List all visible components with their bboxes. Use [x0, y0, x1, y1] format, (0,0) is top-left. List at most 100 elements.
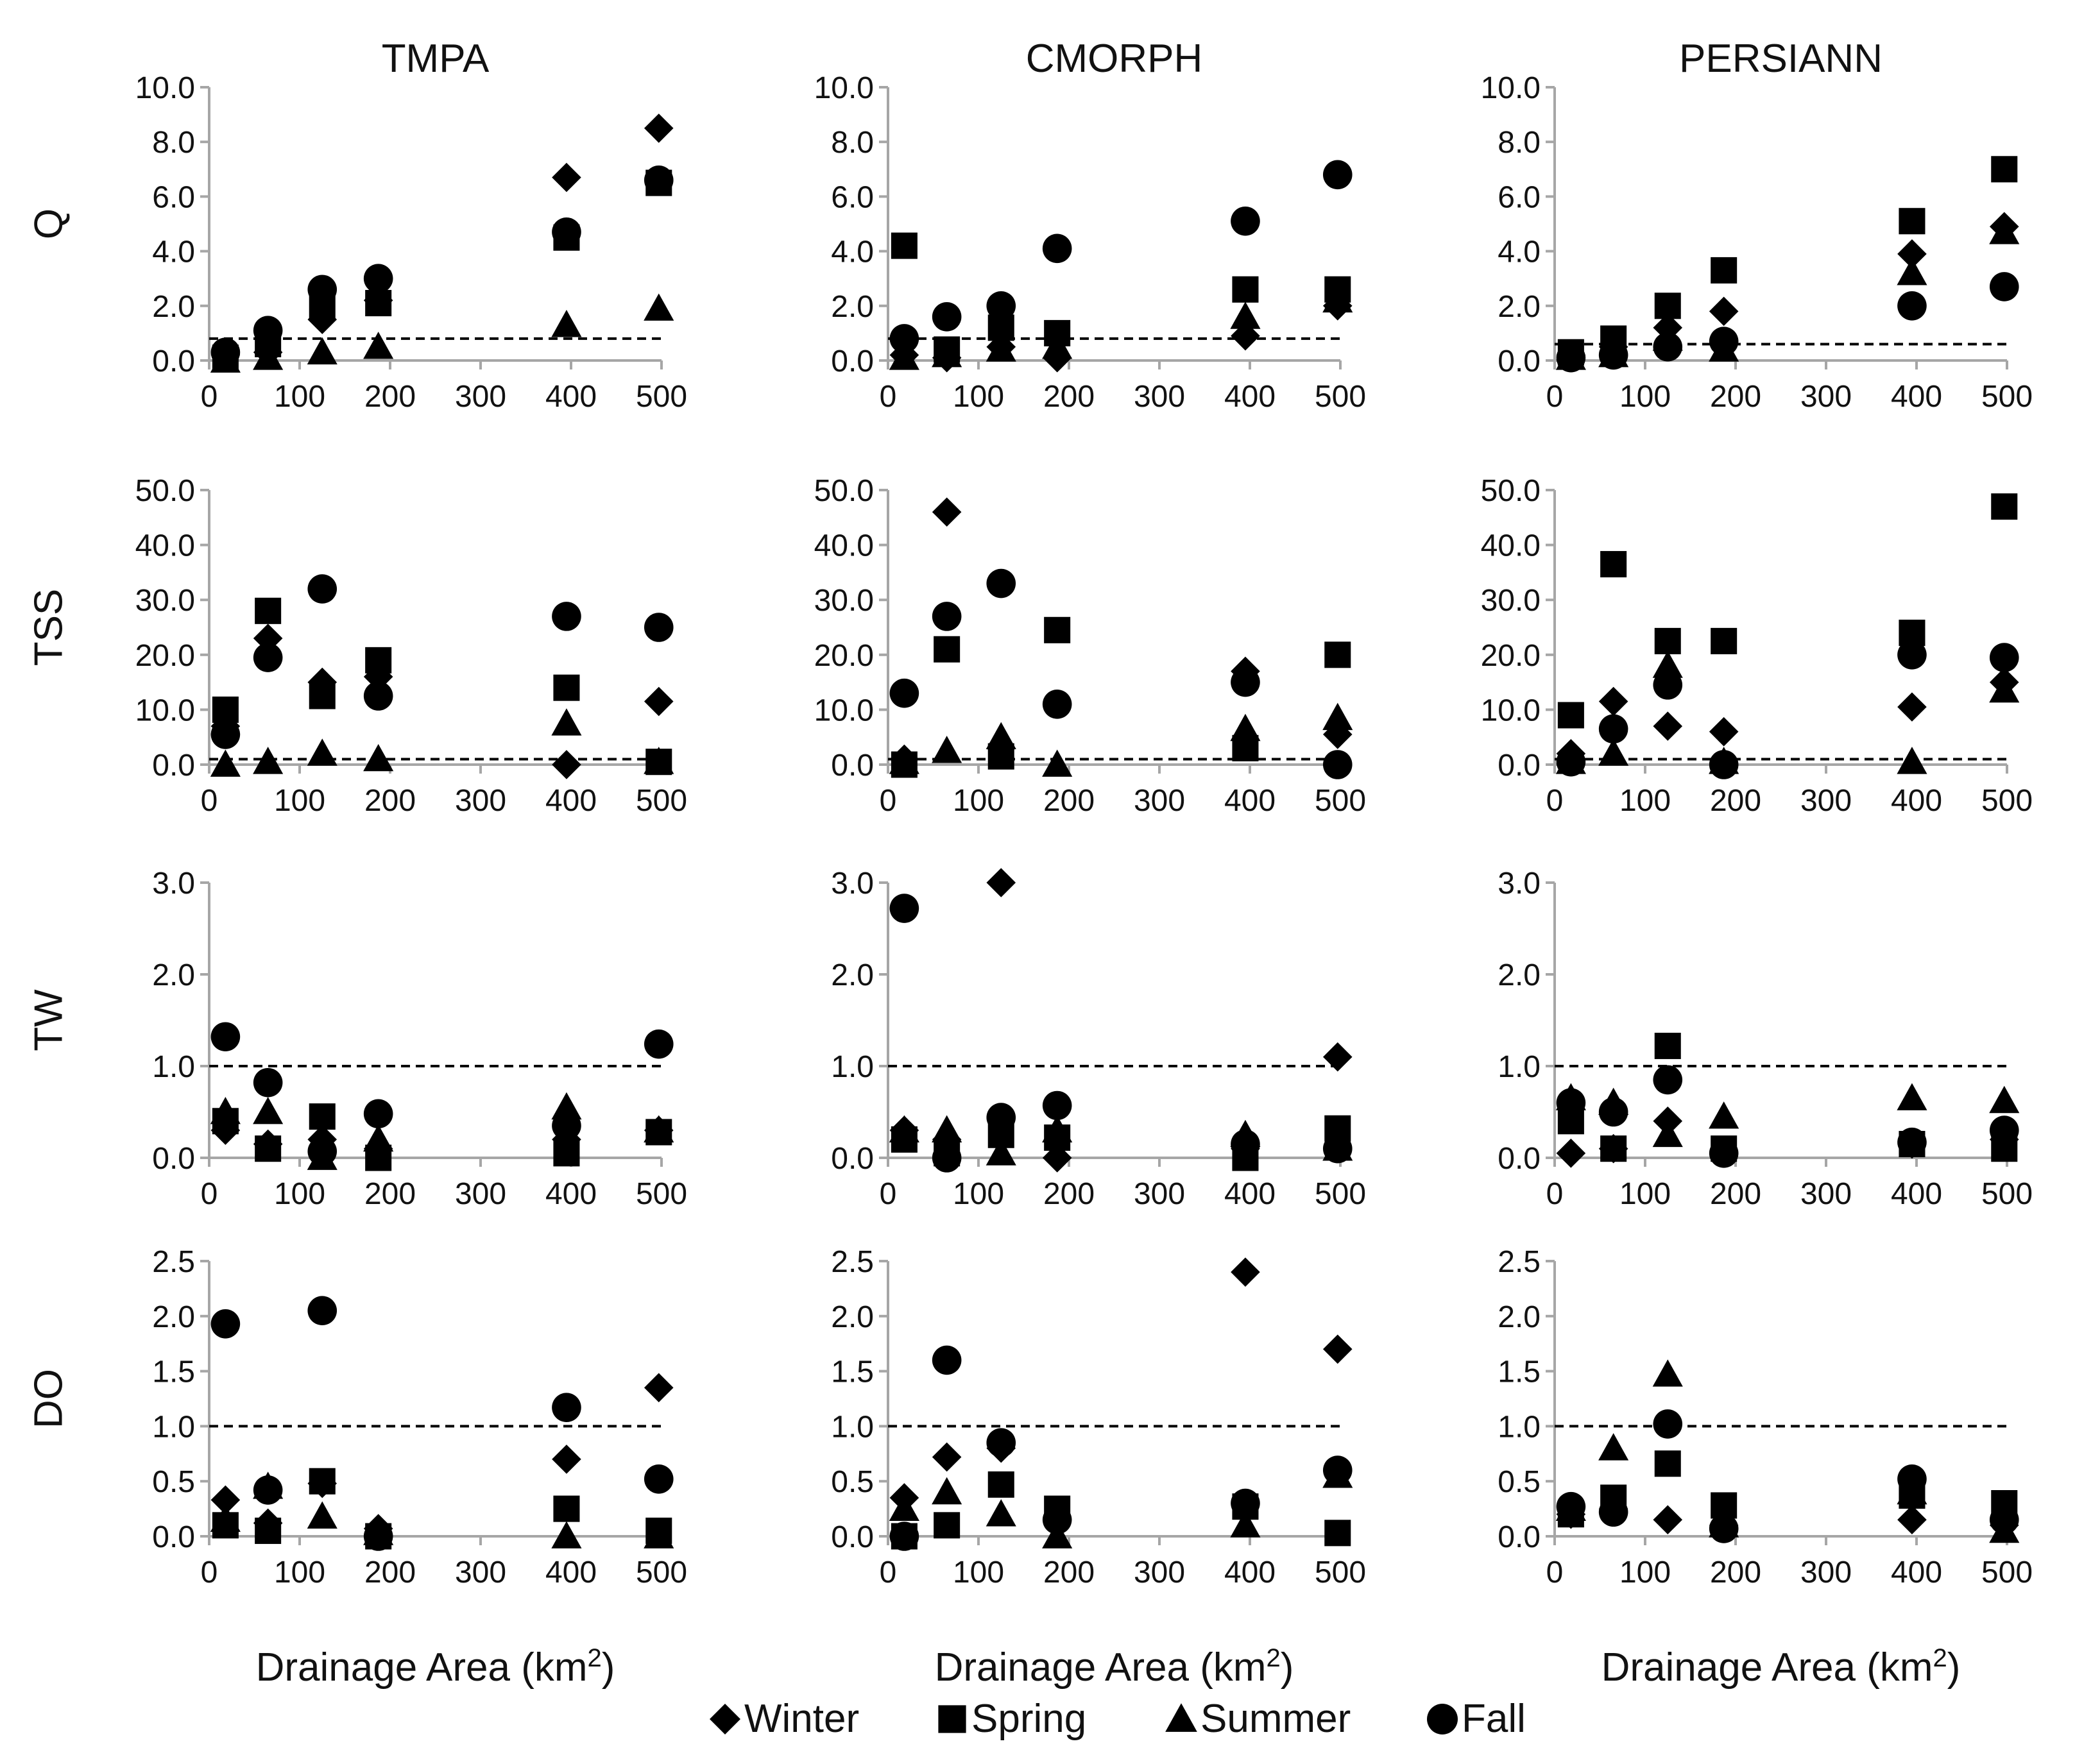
- data-point-summer: [363, 743, 394, 772]
- y-tick-label: 0.0: [1498, 1520, 1541, 1554]
- x-tick-label: 500: [1315, 1556, 1366, 1590]
- x-tick-label: 0: [201, 1177, 218, 1211]
- data-point-fall: [1322, 1455, 1353, 1485]
- legend-item-fall: Fall: [1427, 1697, 1526, 1741]
- data-point-winter: [1598, 686, 1628, 717]
- data-point-spring: [365, 290, 392, 317]
- x-tick-label: 0: [880, 380, 897, 414]
- y-tick-label: 1.0: [1498, 1050, 1541, 1084]
- panel-do-persiann: 0.0 0.5 1.0 1.5 2.0 2.5 0 100 200 300 400 500: [1498, 1245, 2033, 1590]
- y-tick-label: 50.0: [1481, 474, 1541, 508]
- y-tick-label: 2.5: [1498, 1245, 1541, 1279]
- data-point-summer: [363, 1124, 394, 1152]
- x-tick-label: 100: [274, 380, 325, 414]
- data-point-fall: [1897, 1127, 1927, 1157]
- data-point-summer: [986, 1499, 1016, 1527]
- data-point-fall: [1598, 340, 1628, 370]
- x-tick-label: 0: [1546, 380, 1564, 414]
- data-point-spring: [934, 1512, 961, 1539]
- data-point-spring: [1991, 156, 2018, 183]
- y-tick-label: 20.0: [814, 639, 874, 673]
- column-title: CMORPH: [1026, 37, 1203, 81]
- data-point-summer: [1897, 1083, 1927, 1110]
- x-tick-label: 0: [1546, 1177, 1564, 1211]
- y-tick-label: 6.0: [152, 180, 195, 214]
- data-point-fall: [986, 291, 1016, 321]
- data-point-summer: [1652, 650, 1683, 678]
- data-point-spring: [1711, 257, 1738, 284]
- data-point-summer: [307, 738, 337, 766]
- data-point-summer: [551, 1521, 582, 1548]
- data-point-summer: [1989, 1085, 2020, 1114]
- data-point-winter: [644, 686, 674, 717]
- y-tick-label: 3.0: [831, 867, 874, 901]
- data-point-fall: [1556, 1088, 1586, 1117]
- data-point-fall: [644, 1029, 674, 1059]
- panel-do-cmorph: 0.0 0.5 1.0 1.5 2.0 2.5 0 100 200 300 400 500: [831, 1245, 1366, 1590]
- data-point-winter: [552, 1445, 581, 1474]
- row-label: TW: [26, 989, 71, 1051]
- data-point-summer: [363, 332, 394, 359]
- data-point-summer: [1897, 258, 1927, 285]
- data-point-spring: [1557, 702, 1584, 729]
- panel-do-tmpa: 0.0 0.5 1.0 1.5 2.0 2.5 0 100 200 300 400 500 DO: [26, 1245, 687, 1590]
- data-point-spring: [1899, 208, 1926, 235]
- y-tick-label: 10.0: [135, 71, 195, 105]
- data-point-fall: [986, 568, 1016, 598]
- x-tick-label: 300: [1800, 1177, 1852, 1211]
- y-tick-label: 0.0: [831, 1520, 874, 1554]
- data-point-fall: [1231, 667, 1260, 697]
- data-point-winter: [1322, 1334, 1353, 1364]
- x-tick-label: 400: [1224, 1556, 1276, 1590]
- data-point-summer: [1042, 749, 1073, 777]
- data-point-fall: [1556, 1491, 1586, 1522]
- data-point-fall: [1709, 1514, 1739, 1543]
- data-point-fall: [253, 316, 283, 345]
- data-point-summer: [644, 1521, 674, 1548]
- x-tick-label: 300: [455, 1556, 506, 1590]
- data-point-fall: [1322, 160, 1353, 190]
- y-tick-label: 0.0: [831, 749, 874, 783]
- panel-tw-persiann: 0.0 1.0 2.0 3.0 0 100 200 300 400 500: [1498, 867, 2033, 1211]
- data-point-spring: [1324, 641, 1351, 668]
- y-tick-label: 2.0: [831, 1300, 874, 1334]
- y-tick-label: 1.0: [831, 1410, 874, 1444]
- x-tick-label: 500: [1981, 784, 2033, 818]
- data-point-summer: [1230, 713, 1261, 742]
- x-tick-label: 200: [1043, 1556, 1095, 1590]
- data-point-spring: [1991, 493, 2018, 520]
- y-tick-label: 8.0: [152, 126, 195, 160]
- row-label: DO: [26, 1369, 71, 1429]
- x-tick-label: 0: [880, 1177, 897, 1211]
- data-point-summer: [889, 1115, 919, 1142]
- data-point-spring: [1044, 616, 1071, 643]
- y-tick-label: 0.0: [152, 1520, 195, 1554]
- data-point-spring: [987, 1471, 1014, 1498]
- y-tick-label: 2.0: [152, 1300, 195, 1334]
- data-point-fall: [1989, 643, 2019, 672]
- data-point-winter: [1897, 1505, 1927, 1535]
- x-tick-label: 100: [274, 1177, 325, 1211]
- data-point-fall: [1897, 291, 1927, 321]
- data-point-summer: [551, 708, 582, 736]
- data-point-spring: [309, 1468, 336, 1495]
- data-point-summer: [644, 1115, 674, 1142]
- x-tick-label: 0: [201, 1556, 218, 1590]
- data-point-fall: [552, 1393, 581, 1423]
- x-tick-label: 500: [636, 784, 687, 818]
- x-tick-label: 200: [364, 1556, 416, 1590]
- data-point-fall: [1653, 332, 1683, 362]
- x-tick-label: 500: [1981, 1556, 2033, 1590]
- y-tick-label: 2.5: [831, 1245, 874, 1279]
- y-tick-label: 20.0: [1481, 639, 1541, 673]
- y-tick-label: 1.0: [152, 1050, 195, 1084]
- x-axis-title: Drainage Area (km2): [256, 1644, 615, 1690]
- y-tick-label: 40.0: [135, 529, 195, 563]
- data-point-fall: [363, 1522, 393, 1551]
- x-tick-label: 300: [1800, 380, 1852, 414]
- x-tick-label: 100: [953, 1177, 1004, 1211]
- legend-marker-winter-icon: [710, 1704, 740, 1734]
- data-point-spring: [891, 232, 918, 259]
- y-tick-label: 0.0: [152, 749, 195, 783]
